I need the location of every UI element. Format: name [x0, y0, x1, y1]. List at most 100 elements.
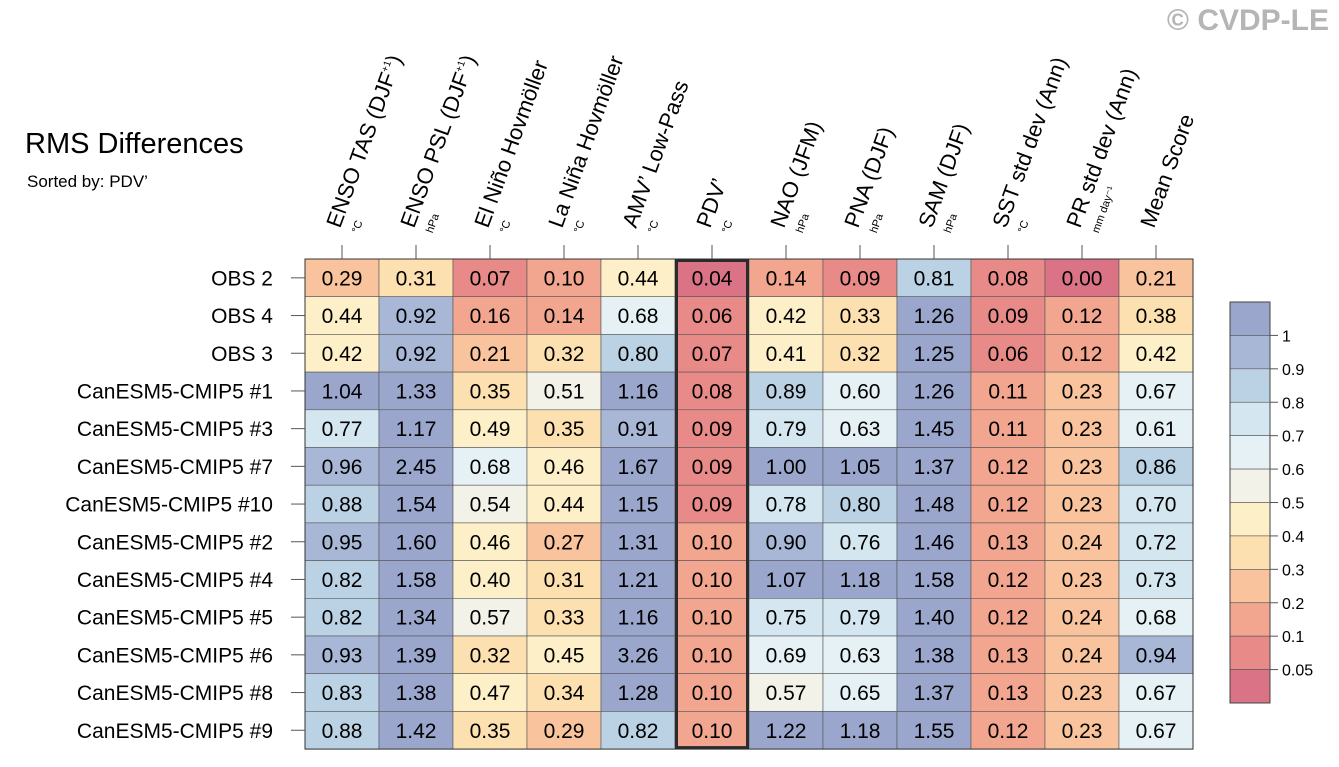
cell-value-label: 0.38	[1136, 305, 1177, 328]
heatmap-cell	[748, 522, 824, 561]
colorbar-swatch	[1229, 669, 1271, 704]
colorbar-swatch	[1229, 635, 1271, 670]
heatmap-cell	[378, 409, 454, 448]
cell-value-label: 1.33	[396, 380, 437, 403]
heatmap-cell	[600, 597, 676, 637]
colorbar-swatch	[1229, 602, 1271, 637]
cell-value-label: 0.44	[322, 305, 363, 328]
heatmap-cell	[1044, 484, 1120, 524]
heatmap-cell	[526, 711, 602, 750]
cell-value-label: 1.58	[914, 569, 955, 592]
heatmap-cell	[674, 560, 750, 599]
heatmap-cell	[674, 597, 750, 637]
cell-value-label: 0.57	[470, 607, 511, 630]
cell-value-label: 1.37	[914, 456, 955, 479]
heatmap-cell	[822, 296, 898, 335]
column-unit: hPa	[942, 211, 960, 234]
heatmap-cell	[748, 597, 824, 637]
heatmap-cell	[1044, 597, 1120, 637]
cell-value-label: 1.48	[914, 494, 955, 517]
cell-value-label: 0.04	[692, 267, 733, 290]
cell-value-label: 0.90	[766, 531, 807, 554]
heatmap-cell	[822, 484, 898, 524]
cell-value-label: 0.86	[1136, 456, 1177, 479]
heatmap-cell	[822, 597, 898, 637]
row-label: OBS 4	[211, 305, 273, 328]
cell-value-label: 2.45	[396, 456, 437, 479]
cell-value-label: 1.54	[396, 494, 437, 517]
cell-value-label: 0.68	[470, 456, 511, 479]
heatmap-cell	[452, 258, 528, 298]
column-unit: °C	[646, 219, 662, 235]
heatmap-cell	[1044, 258, 1120, 298]
column-unit: hPa	[868, 211, 886, 234]
colorbar: 1 0.9 0.8 0.7 0.6 0.5 0.4 0.3 0.2 0.1 0.05	[1229, 301, 1313, 704]
heatmap-cell	[748, 371, 824, 411]
cell-value-label: 0.06	[988, 343, 1029, 366]
heatmap-cell	[600, 635, 676, 675]
colorbar-swatch	[1229, 569, 1271, 604]
heatmap-cell	[970, 560, 1046, 599]
cell-value-label: 0.09	[988, 305, 1029, 328]
row-label: CanESM5-CMIP5 #4	[77, 569, 273, 592]
heatmap-cell	[378, 334, 454, 373]
cell-value-label: 0.44	[544, 494, 585, 517]
cell-value-label: 1.67	[618, 456, 659, 479]
heatmap-cell	[526, 673, 602, 712]
colorbar-swatch	[1229, 335, 1271, 370]
cell-value-label: 0.23	[1062, 418, 1103, 441]
cell-value-label: 0.82	[322, 607, 363, 630]
cell-value-label: 0.61	[1136, 418, 1177, 441]
cell-value-label: 0.91	[618, 418, 659, 441]
heatmap-cell	[896, 522, 972, 561]
heatmap-cell	[896, 560, 972, 599]
cell-value-label: 0.79	[840, 607, 881, 630]
heatmap-cell	[822, 673, 898, 712]
cell-value-label: 0.10	[692, 607, 733, 630]
column-unit: °C	[572, 219, 588, 235]
cell-value-label: 0.80	[618, 343, 659, 366]
cell-value-label: 0.32	[544, 343, 585, 366]
row-label: OBS 2	[211, 267, 273, 290]
cell-value-label: 0.00	[1062, 267, 1103, 290]
heatmap-cell	[896, 334, 972, 373]
column-label: NAO (JFM)	[765, 118, 827, 231]
cell-value-label: 0.23	[1062, 569, 1103, 592]
cell-value-label: 0.65	[840, 682, 881, 705]
chart-subtitle: Sorted by: PDV’	[27, 172, 148, 191]
cell-value-label: 1.16	[618, 380, 659, 403]
cell-value-label: 0.35	[470, 720, 511, 743]
heatmap-cell	[378, 673, 454, 712]
column-unit: °C	[350, 219, 366, 235]
cell-value-label: 0.10	[692, 531, 733, 554]
colorbar-swatch	[1229, 368, 1271, 403]
cell-value-label: 0.24	[1062, 531, 1103, 554]
cell-value-label: 0.42	[1136, 343, 1177, 366]
cell-value-label: 0.57	[766, 682, 807, 705]
cell-value-label: 1.60	[396, 531, 437, 554]
cell-value-label: 1.58	[396, 569, 437, 592]
heatmap-cell	[970, 258, 1046, 298]
heatmap-cell	[1118, 447, 1194, 486]
cell-value-label: 0.09	[692, 494, 733, 517]
colorbar-tick-label: 0.3	[1282, 562, 1304, 579]
cell-value-label: 0.21	[470, 343, 511, 366]
heatmap-cell	[674, 711, 750, 750]
cell-value-label: 0.23	[1062, 720, 1103, 743]
cell-value-label: 1.55	[914, 720, 955, 743]
column-label-superscript: +1	[380, 59, 394, 74]
heatmap-cell	[822, 258, 898, 298]
heatmap-cell	[896, 711, 972, 750]
cell-value-label: 0.69	[766, 644, 807, 667]
heatmap-cell	[1118, 258, 1194, 298]
heatmap-cell	[748, 635, 824, 675]
colorbar-tick-label: 0.4	[1282, 529, 1304, 546]
cell-value-label: 0.14	[544, 305, 585, 328]
heatmap-cell	[600, 673, 676, 712]
cell-value-label: 0.12	[988, 569, 1029, 592]
colorbar-tick-label: 0.2	[1282, 596, 1304, 613]
heatmap-cell	[896, 484, 972, 524]
heatmap-cell	[1118, 371, 1194, 411]
cell-value-label: 0.09	[692, 456, 733, 479]
colorbar-tick-label: 0.8	[1282, 395, 1304, 412]
